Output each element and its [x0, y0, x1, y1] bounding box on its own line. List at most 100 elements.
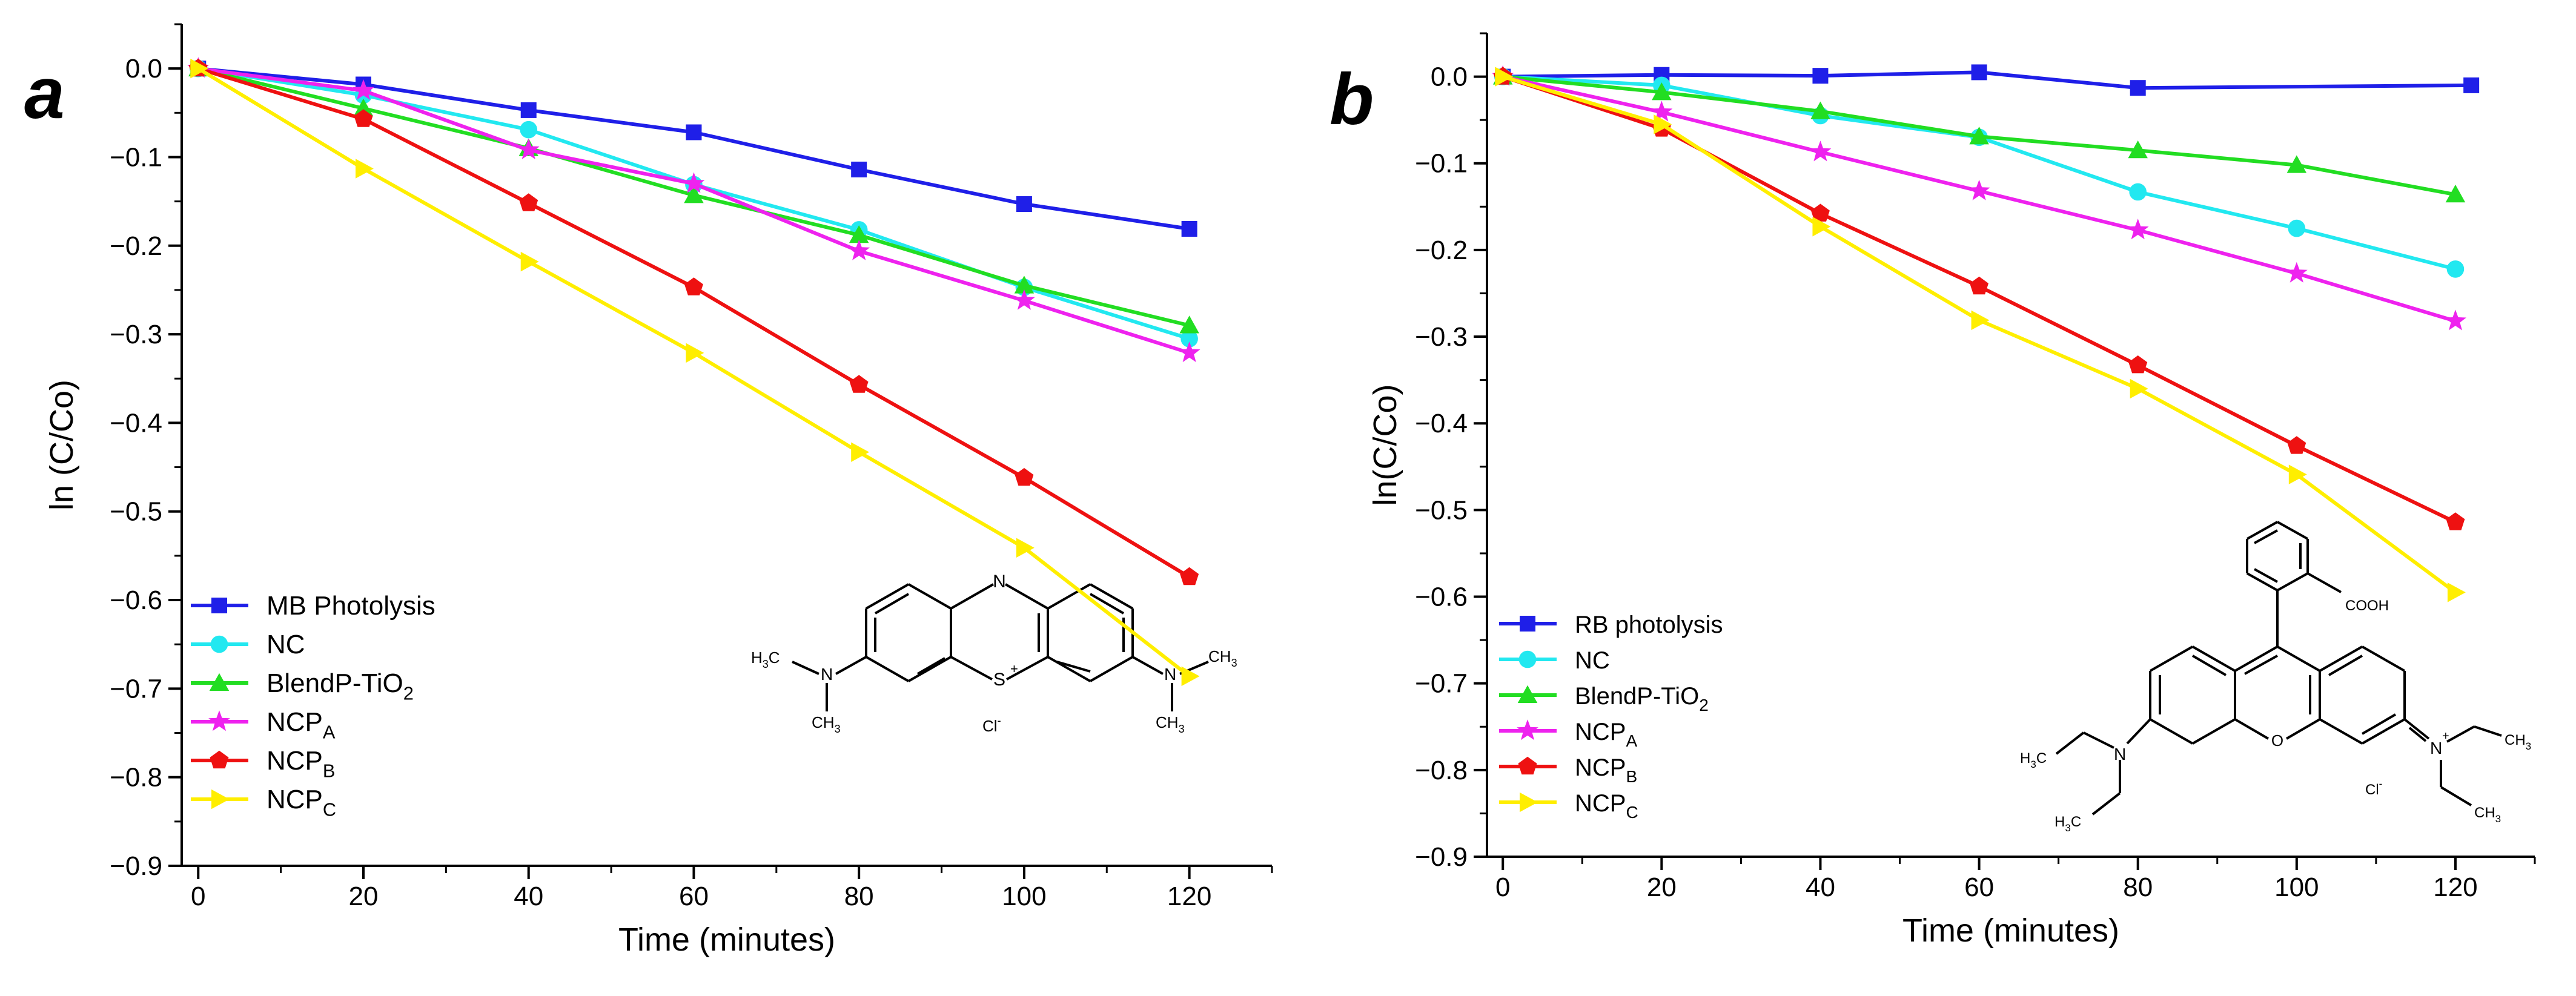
y-tick-label: −0.5	[110, 497, 162, 527]
data-point	[1809, 140, 1832, 162]
data-point	[2463, 77, 2480, 93]
data-point	[354, 109, 373, 127]
data-point	[1971, 64, 1987, 81]
legend-label: BlendP-TiO2	[267, 668, 414, 704]
legend-label: RB photolysis	[1575, 612, 1723, 638]
x-tick-label: 40	[514, 882, 543, 911]
data-point	[683, 172, 705, 193]
legend-item: BlendP-TiO2	[1499, 683, 1709, 714]
legend-label: BlendP-TiO2	[1575, 683, 1709, 714]
legend-marker	[1520, 792, 1538, 813]
ring-n-label: N	[993, 572, 1006, 592]
legend-marker	[1517, 719, 1538, 740]
data-point	[1652, 82, 1672, 101]
legend-item: NC	[1499, 647, 1610, 674]
data-point	[353, 98, 374, 116]
data-point	[1180, 567, 1199, 585]
chloride-label-a: Cl-	[982, 714, 1001, 735]
ch3-left-label: CH3	[812, 713, 841, 735]
data-point	[2130, 80, 2146, 96]
legend-marker	[211, 598, 227, 613]
data-point	[1812, 216, 1831, 237]
series-ncpc	[1495, 67, 2466, 602]
panel-b: 0 20 40 60 80 100 120 0.0 −0.1 −0.2 −0.3 −0.4 −0.5 −0…	[1329, 32, 2536, 949]
data-point	[1014, 275, 1035, 294]
data-point	[1654, 114, 1672, 134]
data-point	[848, 239, 870, 260]
legend-item: NCPB	[1499, 754, 1637, 786]
data-point	[2286, 155, 2307, 173]
h3c-left-b-2: H3C	[2055, 814, 2081, 834]
y-axis-label: ln (C/Co)	[44, 380, 80, 510]
x-tick-label: 80	[844, 882, 874, 911]
series-line	[197, 67, 1191, 678]
structure-b-labels: COOH O N H3C H3C N + CH3 CH3 Cl-	[2020, 598, 2531, 834]
series-ncpc	[190, 58, 1200, 687]
y-tick-label: −0.9	[1415, 842, 1468, 872]
data-point	[2288, 464, 2307, 484]
legend-item: NCPC	[191, 785, 336, 820]
data-point	[1810, 101, 1830, 119]
ch3-right-b-1: CH3	[2505, 732, 2531, 752]
y-tick-label: −0.8	[110, 763, 162, 793]
data-point	[851, 442, 870, 462]
h3c-left-b-1: H3C	[2020, 750, 2047, 770]
x-tick-label: 20	[349, 882, 379, 911]
data-point	[520, 102, 537, 118]
data-point	[684, 277, 703, 295]
y-tick-label: −0.8	[1415, 756, 1468, 785]
legend-label: MB Photolysis	[267, 591, 435, 621]
data-point	[1013, 289, 1035, 310]
y-tick-label: −0.5	[1415, 495, 1468, 525]
x-tick-label: 40	[1806, 872, 1835, 902]
data-point	[2129, 183, 2147, 201]
x-tick-label: 60	[679, 882, 709, 911]
data-point	[1812, 68, 1829, 84]
y-axis-label: ln(C/Co)	[1367, 384, 1403, 506]
y-tick-label: −0.9	[110, 851, 162, 881]
legend-item: NCPA	[191, 707, 336, 742]
ring-s-label: S	[993, 670, 1005, 690]
x-tick-label: 120	[1167, 882, 1211, 911]
n-charge-b: +	[2442, 730, 2449, 743]
data-point	[1811, 203, 1830, 222]
legend: RB photolysis NC BlendP-TiO2 NCPA NCPB NCPC	[1499, 612, 1723, 822]
data-point	[353, 79, 374, 100]
data-point	[356, 159, 374, 179]
data-point	[2288, 219, 2306, 237]
legend-marker	[209, 673, 230, 691]
legend-label: NCPA	[267, 707, 336, 742]
data-point	[2285, 262, 2308, 283]
data-point	[2445, 309, 2466, 331]
data-point	[190, 58, 209, 79]
data-point	[2445, 185, 2466, 203]
data-point	[851, 161, 867, 177]
data-point	[520, 120, 538, 139]
data-point	[2287, 436, 2306, 454]
legend-marker	[1518, 650, 1537, 668]
cooh-label: COOH	[2345, 598, 2389, 614]
panel-a: 0 20 40 60 80 100 120 0.0 −0.1 −0.2 −0.3 −0.4 −0.5 −0…	[24, 23, 1273, 958]
data-point	[1181, 666, 1200, 687]
x-tick-label: 20	[1647, 872, 1677, 902]
ch3-right-b-2: CH3	[2474, 805, 2501, 825]
legend-marker	[1518, 756, 1537, 775]
data-point	[684, 185, 704, 203]
legend-label: NCPA	[1575, 719, 1637, 750]
ring-o-label: O	[2271, 731, 2283, 750]
legend-marker	[210, 635, 228, 653]
data-point	[520, 251, 539, 272]
x-tick-label: 100	[2274, 872, 2319, 902]
y-tick-label: −0.1	[110, 142, 162, 172]
legend-label: NCPC	[1575, 790, 1638, 822]
legend-label: NC	[267, 630, 305, 659]
legend-item: MB Photolysis	[191, 591, 435, 621]
legend-marker	[208, 710, 230, 731]
series-nc	[1494, 68, 2465, 278]
data-point	[1181, 220, 1197, 237]
legend-item: NC	[191, 630, 305, 659]
n-right-label-b: N	[2430, 739, 2442, 757]
data-point	[2128, 355, 2148, 374]
y-tick-label: −0.2	[1415, 236, 1468, 265]
